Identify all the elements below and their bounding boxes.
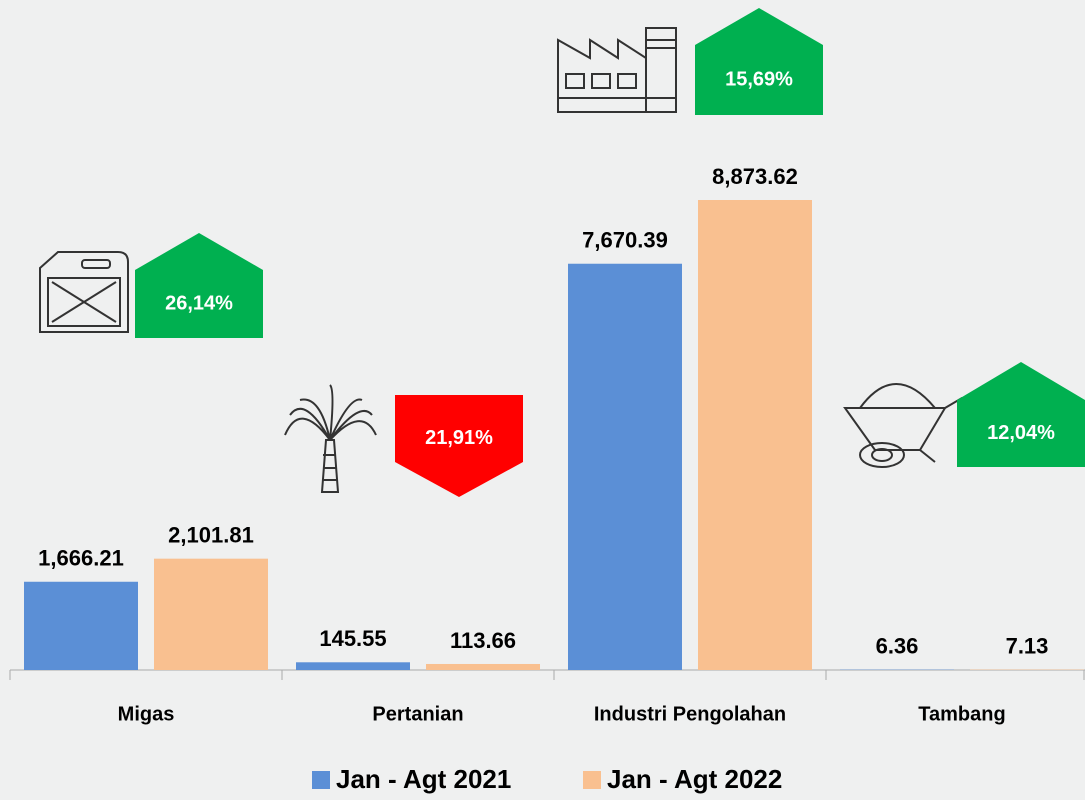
bar — [698, 200, 812, 670]
palm-tree-icon — [284, 384, 377, 493]
value-label: 1,666.21 — [38, 546, 124, 571]
x-tick-label: Migas — [118, 703, 175, 725]
bar — [296, 662, 410, 670]
value-label: 6.36 — [876, 633, 919, 658]
change-badge — [695, 8, 823, 115]
legend-label: Jan - Agt 2021 — [336, 764, 511, 794]
change-badge — [135, 233, 263, 338]
value-label: 113.66 — [450, 628, 516, 653]
value-label: 7.13 — [1006, 633, 1049, 658]
fuel-can-icon — [39, 251, 129, 333]
factory-icon — [557, 27, 677, 113]
change-label: 21,91% — [425, 427, 493, 449]
bar — [24, 581, 138, 670]
change-label: 12,04% — [987, 422, 1055, 444]
change-label: 15,69% — [725, 68, 793, 90]
x-tick-label: Tambang — [918, 703, 1005, 725]
value-label: 8,873.62 — [712, 164, 798, 189]
legend-swatch — [312, 771, 330, 789]
value-label: 145.55 — [319, 626, 386, 651]
change-label: 26,14% — [165, 292, 233, 314]
change-badge — [395, 395, 523, 497]
bar — [568, 263, 682, 670]
change-badge — [957, 362, 1085, 467]
x-tick-label: Pertanian — [372, 703, 463, 725]
value-label: 7,670.39 — [582, 228, 668, 253]
value-label: 2,101.81 — [168, 522, 254, 547]
bar — [154, 558, 268, 670]
legend-label: Jan - Agt 2022 — [607, 764, 782, 794]
x-tick-label: Industri Pengolahan — [594, 703, 786, 725]
bar — [426, 663, 540, 670]
legend-swatch — [583, 771, 601, 789]
